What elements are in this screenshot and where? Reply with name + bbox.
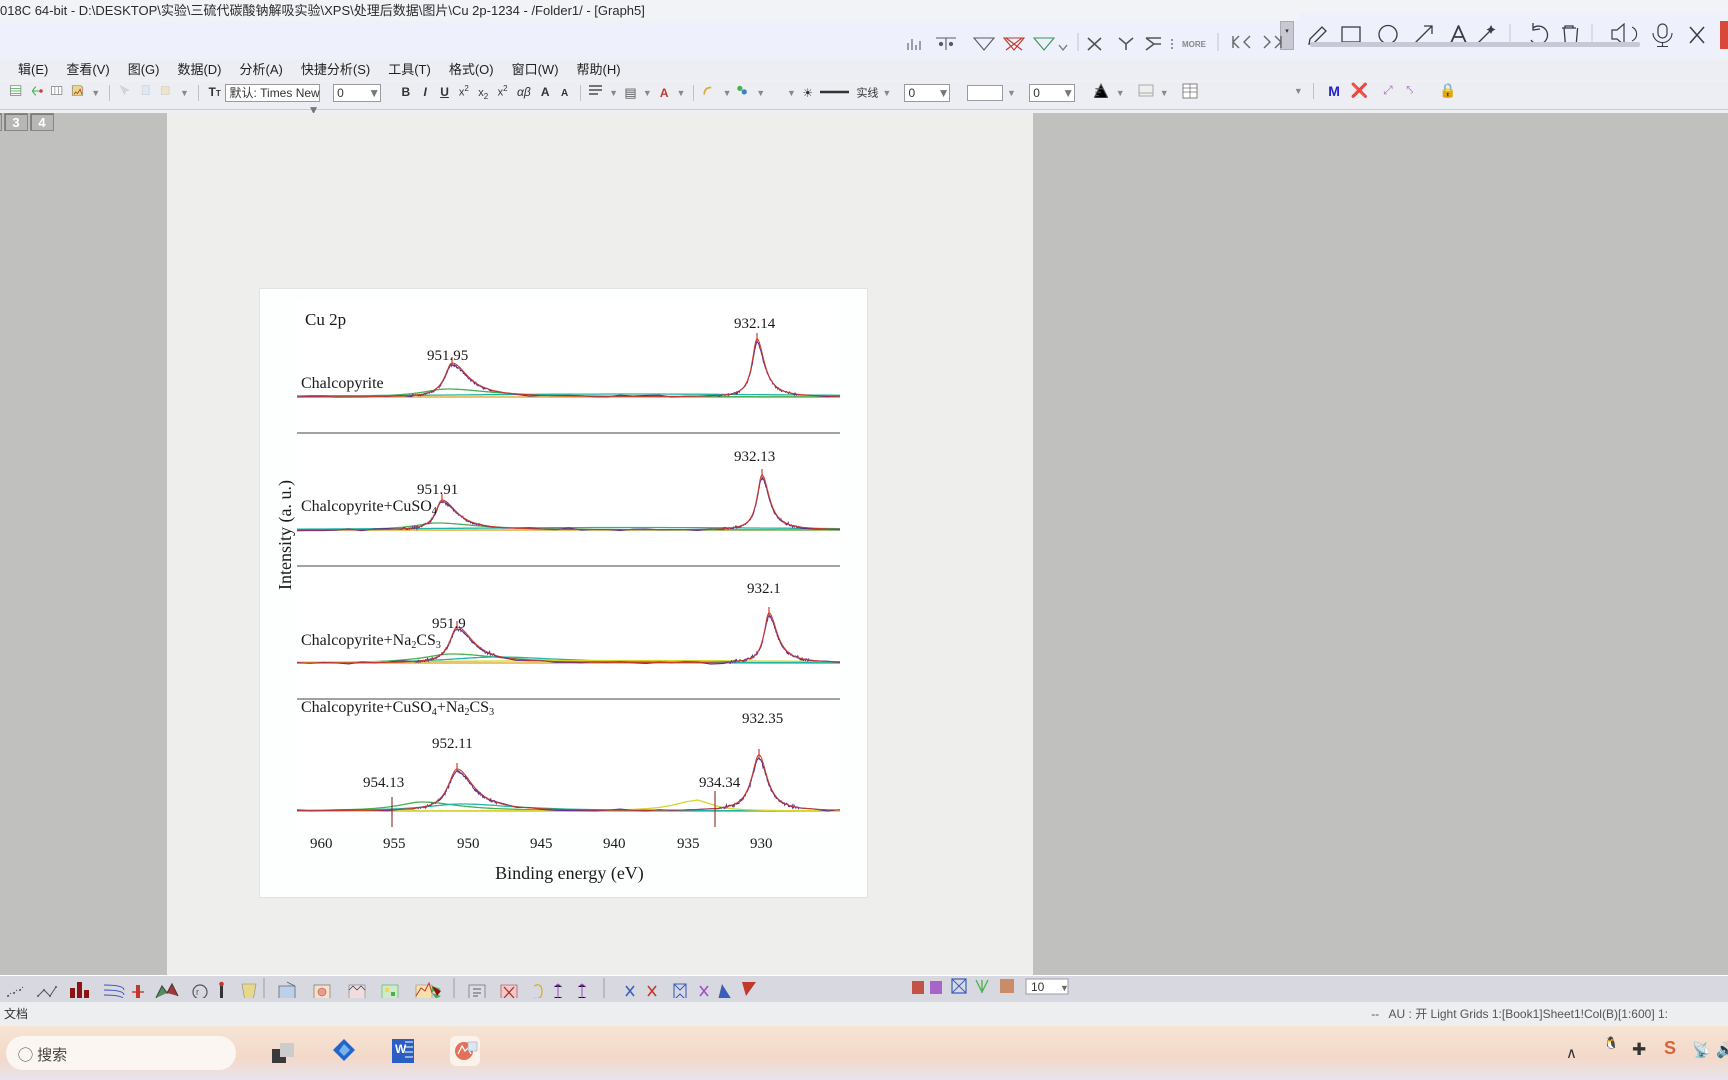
svg-text:MORE: MORE xyxy=(1182,40,1207,49)
svg-text:10: 10 xyxy=(1031,980,1045,994)
svg-text:▼: ▼ xyxy=(1060,983,1069,993)
svg-text:r: r xyxy=(196,987,199,997)
svg-text:W: W xyxy=(395,1042,407,1056)
